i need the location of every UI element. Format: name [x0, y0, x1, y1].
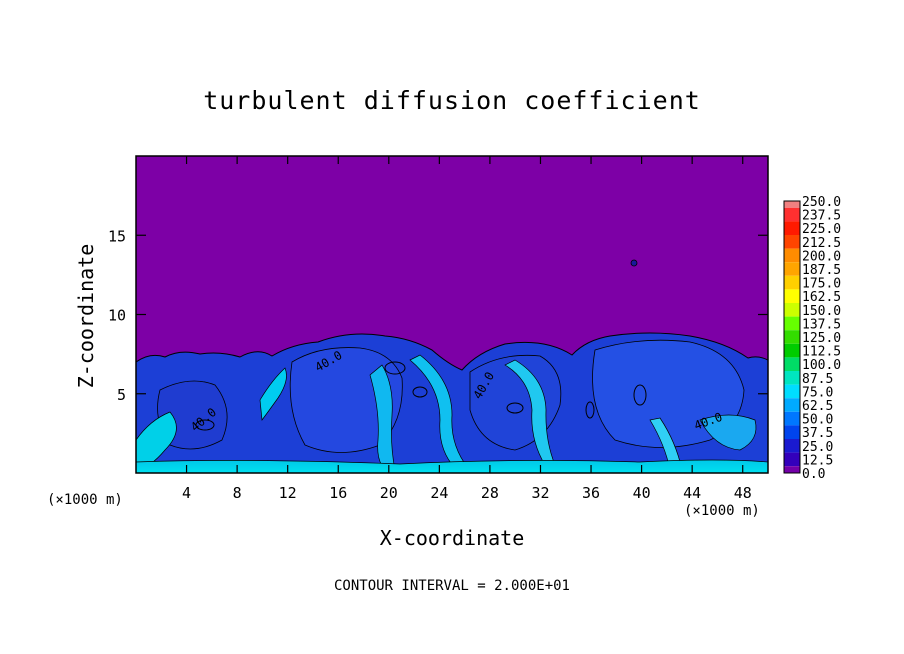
- x-tick-label: 36: [582, 484, 600, 502]
- y-tick-label: 10: [108, 307, 126, 325]
- colorbar-swatch: [784, 221, 800, 235]
- x-tick-label: 8: [233, 484, 242, 502]
- colorbar-frame: [783, 200, 801, 474]
- colorbar-swatch: [784, 371, 800, 385]
- colorbar-label: 0.0: [802, 467, 825, 482]
- colorbar-label: 37.5: [802, 426, 833, 441]
- colorbar-swatch: [784, 235, 800, 249]
- x-tick-label: 28: [481, 484, 499, 502]
- colorbar-label: 112.5: [802, 345, 841, 360]
- colorbar-label: 62.5: [802, 399, 833, 414]
- colorbar-label: 200.0: [802, 249, 841, 264]
- x-tick-label: 20: [380, 484, 398, 502]
- colorbar-swatch: [784, 262, 800, 276]
- isolated-blob: [630, 259, 638, 267]
- contour-eddy: [384, 361, 406, 375]
- colorbar-swatch: [784, 275, 800, 290]
- colorbar-label: 12.5: [802, 453, 833, 468]
- colorbar-label: 125.0: [802, 331, 841, 346]
- x-tick-label: 48: [734, 484, 752, 502]
- x-tick-label: 40: [633, 484, 651, 502]
- colorbar-swatch: [784, 439, 800, 453]
- colorbar-swatch: [784, 343, 800, 358]
- contour-interval-note: CONTOUR INTERVAL = 2.000E+01: [333, 578, 570, 594]
- turbulence-field: 40.0 40.0 40.0 40.0: [136, 259, 768, 473]
- contour-eddy: [412, 386, 428, 398]
- colorbar-swatch: [784, 398, 800, 412]
- colorbar-swatch: [784, 357, 800, 371]
- colorbar-swatch: [784, 289, 800, 303]
- x-tick-label: 12: [279, 484, 297, 502]
- colorbar-label: 25.0: [802, 440, 833, 455]
- colorbar-label: 137.5: [802, 317, 841, 332]
- colorbar-swatch: [784, 425, 800, 439]
- colorbar-label: 187.5: [802, 263, 841, 278]
- x-tick-label: 24: [430, 484, 448, 502]
- contour-eddy: [585, 401, 595, 419]
- colorbar-label: 225.0: [802, 222, 841, 237]
- colorbar-label: 75.0: [802, 385, 833, 400]
- colorbar-label: 100.0: [802, 358, 841, 373]
- x-tick-label: 32: [531, 484, 549, 502]
- x-tick-label: 16: [329, 484, 347, 502]
- colorbar-label: 50.0: [802, 413, 833, 428]
- colorbar-swatch: [784, 248, 800, 263]
- x-axis-ticks: 4 8 12 16 20 24 28 32 36 40 44 48: [182, 156, 752, 502]
- surface-layer: [136, 459, 768, 473]
- x-axis-label: X-coordinate: [379, 526, 525, 550]
- colorbar-label: 87.5: [802, 372, 833, 387]
- colorbar-swatch: [784, 207, 800, 222]
- colorbar-swatch: [784, 452, 800, 467]
- colorbar-label: 212.5: [802, 236, 841, 251]
- chart-title: turbulent diffusion coefficient: [203, 86, 701, 115]
- colorbar-swatch: [784, 316, 800, 331]
- y-tick-label: 5: [117, 386, 126, 404]
- colorbar-label: 250.0: [802, 195, 841, 210]
- colorbar-swatch: [784, 466, 800, 473]
- colorbar-swatch: [784, 201, 800, 208]
- y-tick-label: 15: [108, 227, 126, 245]
- high-diffusion-streak: [259, 367, 287, 421]
- colorbar-label: 150.0: [802, 304, 841, 319]
- colorbar-swatch: [784, 303, 800, 317]
- x-unit-label-left: (×1000 m): [47, 492, 123, 508]
- colorbar-label: 175.0: [802, 277, 841, 292]
- colorbar-swatch: [784, 411, 800, 426]
- high-diffusion-streak: [699, 414, 757, 451]
- colorbar-label: 162.5: [802, 290, 841, 305]
- contour-eddy: [195, 419, 215, 431]
- y-axis-ticks: 5 10 15: [108, 227, 768, 404]
- colorbar-swatch: [784, 384, 800, 399]
- colorbar-label: 237.5: [802, 209, 841, 224]
- contour-eddy: [506, 402, 524, 414]
- x-tick-label: 4: [182, 484, 191, 502]
- colorbar: 250.0237.5225.0212.5200.0187.5175.0162.5…: [783, 195, 841, 482]
- contour-eddy: [633, 384, 647, 406]
- colorbar-swatch: [784, 330, 800, 344]
- x-unit-label-right: (×1000 m): [684, 503, 760, 519]
- x-tick-label: 44: [683, 484, 701, 502]
